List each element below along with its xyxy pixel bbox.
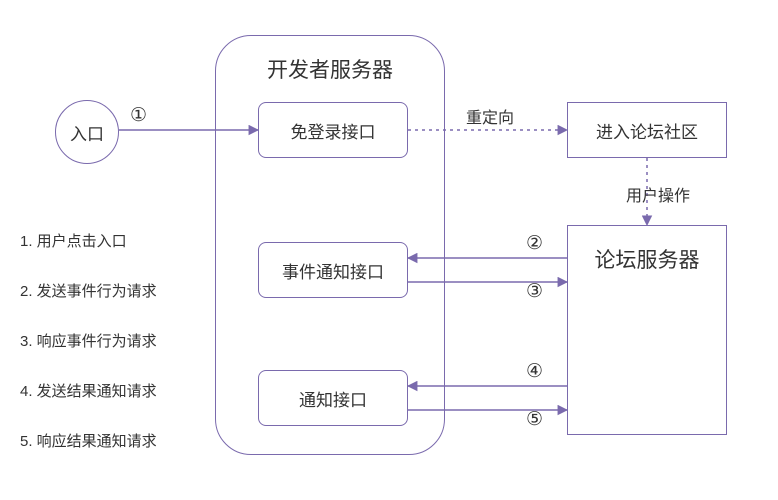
forum-community-node: 进入论坛社区 xyxy=(567,102,727,158)
legend-item-2: 2. 发送事件行为请求 xyxy=(20,280,157,301)
legend-item-1: 1. 用户点击入口 xyxy=(20,230,127,251)
edge-num-e4: ④ xyxy=(526,360,543,383)
entry-node: 入口 xyxy=(55,100,119,164)
edge-label-user_op: 用户操作 xyxy=(626,182,690,206)
edge-label-redirect: 重定向 xyxy=(466,104,514,128)
legend-item-3: 3. 响应事件行为请求 xyxy=(20,330,157,351)
dev-server-title: 开发者服务器 xyxy=(216,54,444,84)
edge-num-e2: ② xyxy=(526,232,543,255)
notify-node: 通知接口 xyxy=(258,370,408,426)
legend-item-4: 4. 发送结果通知请求 xyxy=(20,380,157,401)
edge-num-e1: ① xyxy=(130,104,147,127)
edge-num-e3: ③ xyxy=(526,280,543,303)
event-notify-node: 事件通知接口 xyxy=(258,242,408,298)
forum-server-node: 论坛服务器 xyxy=(567,225,727,435)
legend-item-5: 5. 响应结果通知请求 xyxy=(20,430,157,451)
edge-num-e5: ⑤ xyxy=(526,408,543,431)
login-free-node: 免登录接口 xyxy=(258,102,408,158)
